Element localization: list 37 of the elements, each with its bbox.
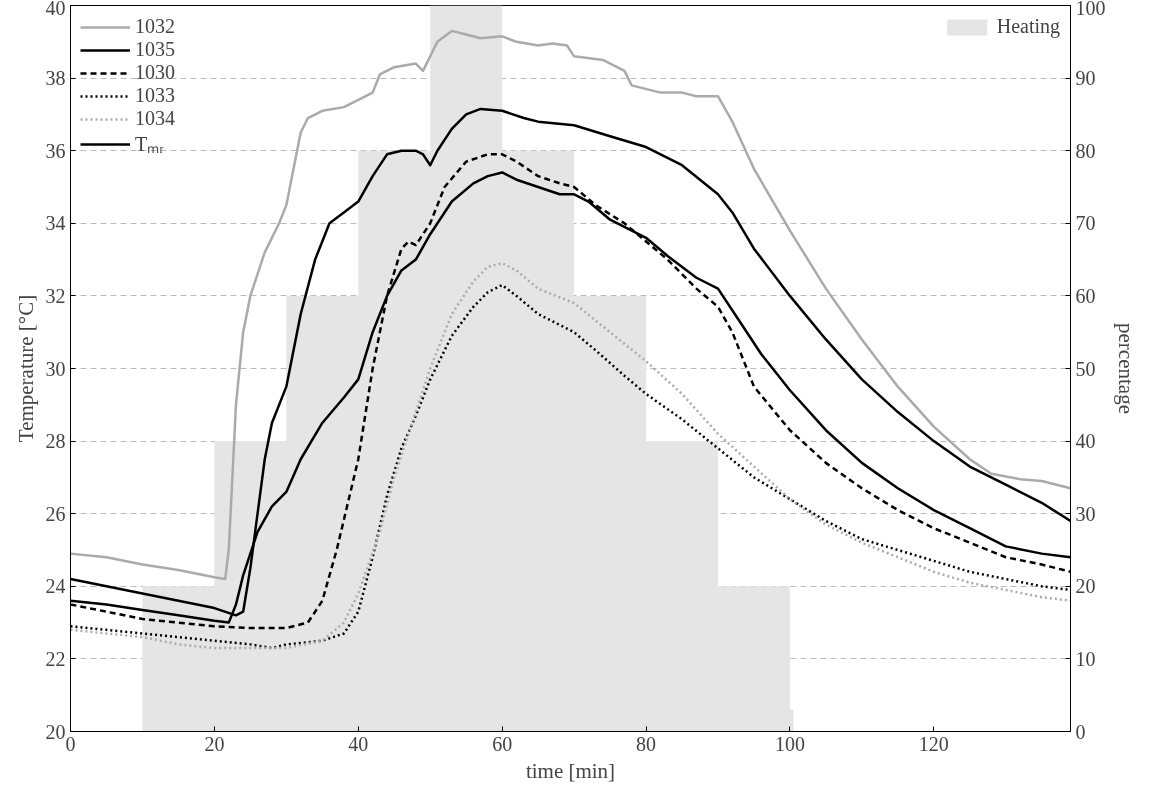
y2-tick-label: 20 xyxy=(1075,575,1096,598)
y-tick-label: 24 xyxy=(45,575,66,598)
legend-label: 1032 xyxy=(135,15,175,38)
legend-label: Heating xyxy=(996,15,1060,38)
y2-tick-label: 10 xyxy=(1075,647,1096,670)
x-tick-label: 120 xyxy=(918,732,949,755)
y-tick-label: 34 xyxy=(45,212,66,235)
y2-tick-label: 70 xyxy=(1075,212,1096,235)
y-tick-label: 40 xyxy=(45,0,66,19)
legend-label: 1033 xyxy=(135,84,175,107)
y2-tick-label: 30 xyxy=(1075,502,1096,525)
y-tick-label: 26 xyxy=(45,502,66,525)
y-axis-title: Temperature [°C] xyxy=(13,294,38,443)
y-tick-label: 38 xyxy=(45,67,66,90)
legend-label: 1034 xyxy=(135,107,175,130)
y2-tick-label: 40 xyxy=(1075,430,1096,453)
y-tick-label: 22 xyxy=(45,647,66,670)
x-tick-label: 20 xyxy=(204,732,225,755)
x-tick-label: 100 xyxy=(774,732,805,755)
x-axis-title: time [min] xyxy=(525,758,616,783)
x-tick-label: 40 xyxy=(348,732,369,755)
y-tick-label: 30 xyxy=(45,357,66,380)
y2-tick-label: 60 xyxy=(1075,284,1096,307)
x-tick-label: 60 xyxy=(492,732,513,755)
y2-tick-label: 80 xyxy=(1075,139,1096,162)
x-tick-label: 0 xyxy=(65,732,76,755)
legend-label: 1030 xyxy=(135,61,175,84)
legend-label: Tₘᵣ xyxy=(135,132,164,157)
y2-axis-title: percentage xyxy=(1113,323,1138,414)
y2-tick-label: 100 xyxy=(1075,0,1106,19)
y-tick-label: 36 xyxy=(45,139,66,162)
y-tick-label: 32 xyxy=(45,284,66,307)
y2-tick-label: 90 xyxy=(1075,67,1096,90)
y-tick-label: 28 xyxy=(45,430,66,453)
y2-tick-label: 50 xyxy=(1075,357,1096,380)
legend-label: 1035 xyxy=(135,38,175,61)
x-tick-label: 80 xyxy=(636,732,657,755)
